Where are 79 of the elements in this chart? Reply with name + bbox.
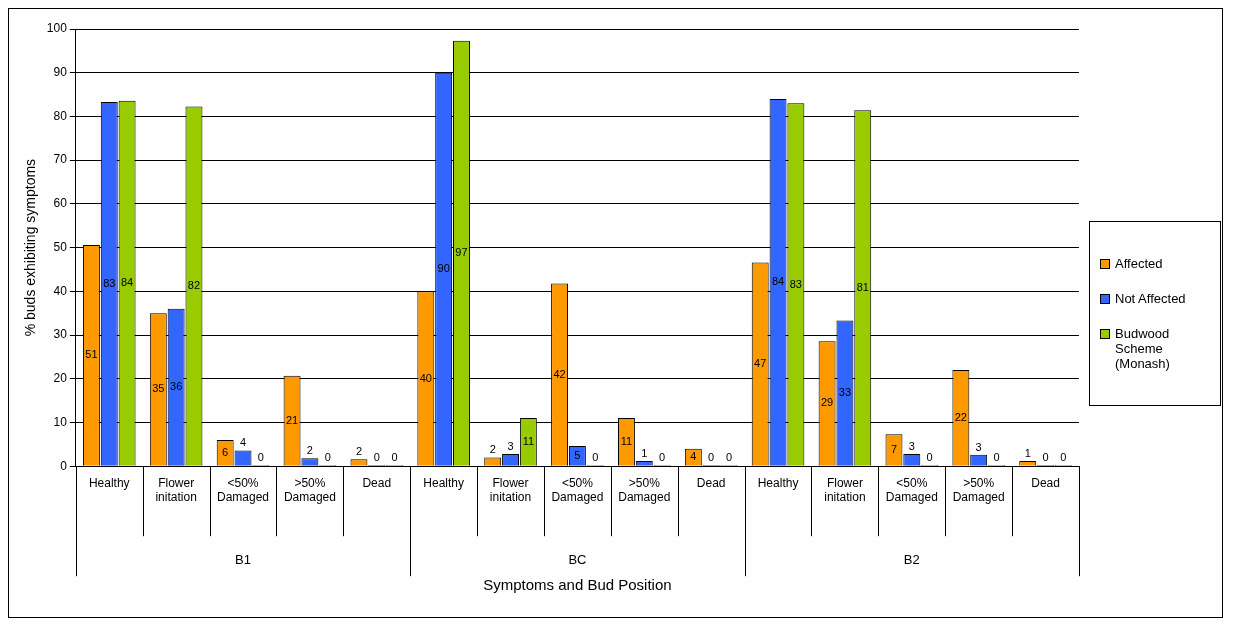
x-tick-label: <50% Damaged <box>217 475 270 505</box>
x-tick-label: Flower initation <box>489 475 532 505</box>
data-label: 0 <box>391 450 398 463</box>
text: BC <box>568 551 587 567</box>
x-tick-label: Flower initation <box>824 475 866 505</box>
x-tick-label: <50% Damaged <box>885 475 938 505</box>
x-tick-label: Healthy <box>757 475 799 490</box>
legend-label: Affected <box>1115 255 1163 271</box>
data-label: 3 <box>975 440 982 453</box>
data-label: 5 <box>574 448 581 461</box>
data-label: 36 <box>170 380 183 393</box>
y-tick-label: 10 <box>53 414 68 429</box>
data-label: 90 <box>437 262 450 275</box>
data-label: 1 <box>641 446 648 459</box>
data-label: 2 <box>489 443 496 456</box>
legend-label: Not Affected <box>1115 290 1186 306</box>
data-label: 83 <box>103 276 116 289</box>
x-tick-label: Healthy <box>423 475 464 490</box>
data-label: 40 <box>419 371 432 384</box>
data-label: 7 <box>890 443 898 456</box>
y-tick-label: 30 <box>53 327 68 342</box>
data-label: 97 <box>455 246 468 259</box>
data-label: 0 <box>708 450 715 463</box>
y-tick-label: 20 <box>53 371 68 386</box>
x-tick-label: >50% Damaged <box>618 475 671 505</box>
x-tick-label: Dead <box>1031 475 1060 490</box>
data-label: 0 <box>926 450 933 463</box>
data-label: 2 <box>306 444 313 457</box>
text: B2 <box>903 551 920 567</box>
x-tick-label: Dead <box>696 475 726 490</box>
x-tick-label: >50% Damaged <box>283 475 336 505</box>
data-label: 11 <box>620 434 633 447</box>
data-label: 29 <box>820 396 834 409</box>
y-axis-title: % buds exhibiting symptoms <box>22 158 39 337</box>
data-label: 83 <box>789 277 803 290</box>
data-label: 84 <box>120 276 134 289</box>
data-label: 84 <box>771 275 785 288</box>
data-label: 0 <box>1060 450 1067 463</box>
x-tick-label: Flower initation <box>155 475 197 505</box>
y-tick-label: 90 <box>53 65 68 80</box>
data-label: 0 <box>1042 450 1049 463</box>
data-label: 2 <box>355 445 362 458</box>
y-tick-label: 0 <box>60 458 68 473</box>
data-label: 11 <box>522 434 535 447</box>
data-label: 6 <box>222 445 229 458</box>
data-label: 0 <box>257 450 264 463</box>
x-axis-title: Symptoms and Bud Position <box>483 576 672 594</box>
y-tick-label: 70 <box>53 152 68 167</box>
data-label: 0 <box>725 450 733 463</box>
data-label: 1 <box>1024 446 1031 459</box>
y-tick-label: 40 <box>53 283 68 298</box>
data-label: 0 <box>373 450 380 463</box>
data-label: 3 <box>908 439 915 452</box>
data-label: 35 <box>152 382 165 395</box>
data-label: 81 <box>856 281 869 294</box>
x-tick-label: Dead <box>362 475 392 490</box>
y-tick-label: 60 <box>53 196 68 211</box>
data-label: 47 <box>754 357 767 370</box>
x-tick-label: >50% Damaged <box>952 475 1005 505</box>
data-label: 42 <box>553 367 566 380</box>
y-tick-label: 100 <box>46 21 68 36</box>
y-tick-label: 50 <box>53 239 68 254</box>
data-label: 3 <box>507 439 514 452</box>
x-tick-label: <50% Damaged <box>551 475 604 505</box>
data-label: 0 <box>993 450 1000 463</box>
data-label: 82 <box>187 279 201 292</box>
data-label: 0 <box>659 450 666 463</box>
text: B1 <box>235 551 251 567</box>
data-label: 22 <box>954 410 967 423</box>
data-label: 33 <box>838 386 852 399</box>
data-label: 0 <box>324 450 331 463</box>
data-label: 4 <box>239 436 247 449</box>
data-label: 21 <box>285 413 299 426</box>
x-tick-label: Healthy <box>88 475 130 490</box>
data-label: 0 <box>592 450 599 463</box>
y-tick-label: 80 <box>53 108 68 123</box>
data-label: 51 <box>85 348 98 361</box>
legend-label: Budwood Scheme (Monash) <box>1115 325 1171 371</box>
data-label: 4 <box>690 450 697 463</box>
